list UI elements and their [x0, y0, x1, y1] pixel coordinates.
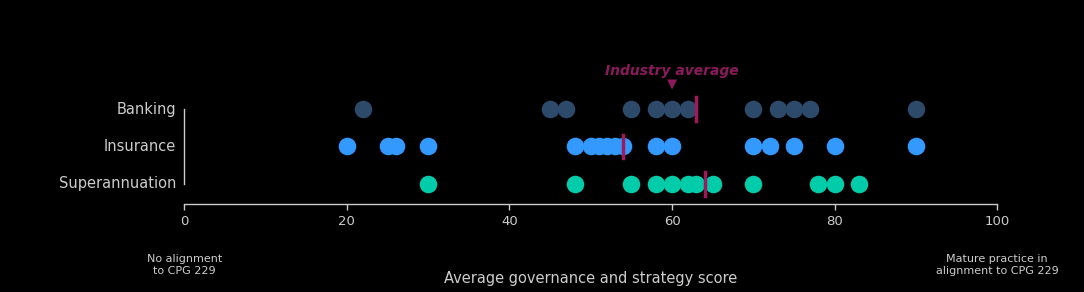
Point [647, 182, 664, 186]
Text: Mature practice in
alignment to CPG 229: Mature practice in alignment to CPG 229 [935, 254, 1059, 276]
Point [826, 182, 843, 186]
Point [591, 144, 608, 149]
Point [907, 144, 925, 149]
Point [541, 107, 559, 112]
Point [761, 144, 778, 149]
Point [810, 182, 827, 186]
Point [338, 144, 356, 149]
Point [354, 107, 372, 112]
Point [647, 144, 664, 149]
Point [785, 144, 802, 149]
Point [745, 144, 762, 149]
Text: Insurance: Insurance [104, 139, 176, 154]
Point [598, 144, 616, 149]
Point [745, 182, 762, 186]
Text: Average governance and strategy score: Average governance and strategy score [444, 271, 737, 286]
Text: Superannuation: Superannuation [59, 176, 176, 191]
Point [663, 107, 681, 112]
Text: No alignment
to CPG 229: No alignment to CPG 229 [146, 254, 222, 276]
Point [647, 107, 664, 112]
Point [680, 182, 697, 186]
Point [802, 107, 820, 112]
Point [557, 107, 575, 112]
Point [769, 107, 786, 112]
Point [566, 144, 583, 149]
Point [687, 182, 705, 186]
Point [705, 182, 722, 186]
Point [379, 144, 397, 149]
Point [387, 144, 404, 149]
Point [785, 107, 802, 112]
Point [420, 144, 437, 149]
Point [663, 182, 681, 186]
Point [615, 144, 632, 149]
Point [622, 182, 640, 186]
Point [420, 182, 437, 186]
Point [745, 107, 762, 112]
Text: Banking: Banking [116, 102, 176, 117]
Point [663, 144, 681, 149]
Point [850, 182, 867, 186]
Text: Industry average: Industry average [605, 65, 739, 79]
Point [622, 107, 640, 112]
Point [566, 182, 583, 186]
Point [607, 144, 624, 149]
Point [907, 107, 925, 112]
Point [582, 144, 599, 149]
Point [826, 144, 843, 149]
Point [680, 107, 697, 112]
